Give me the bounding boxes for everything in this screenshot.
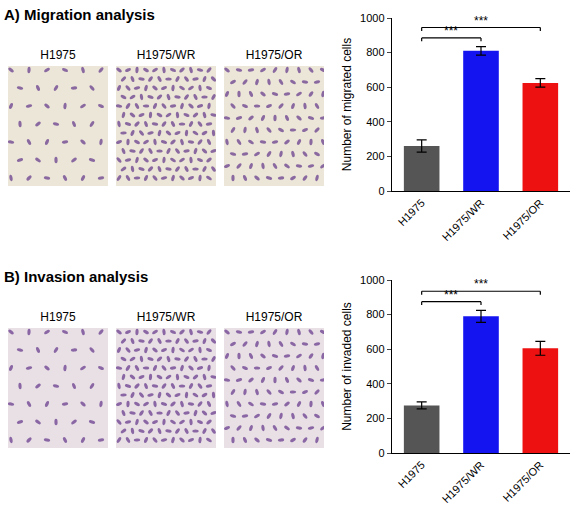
- html-text:A) Migration analysis: A) Migration analysis: [4, 6, 155, 23]
- svg-text:200: 200: [366, 412, 384, 424]
- svg-text:***: ***: [444, 24, 458, 38]
- html-text:H1975/WR: H1975/WR: [136, 48, 196, 62]
- svg-text:Number of invaded cells: Number of invaded cells: [340, 302, 354, 431]
- svg-text:1000: 1000: [360, 12, 384, 24]
- svg-text:H1975/WR: H1975/WR: [440, 459, 487, 506]
- svg-text:600: 600: [366, 81, 384, 93]
- svg-text:H1975: H1975: [396, 459, 427, 490]
- svg-text:800: 800: [366, 308, 384, 320]
- html-text:H1975/WR: H1975/WR: [136, 310, 196, 324]
- svg-text:***: ***: [444, 288, 458, 302]
- html-text:B) Invasion analysis: B) Invasion analysis: [4, 268, 149, 285]
- svg-text:H1975: H1975: [396, 197, 427, 228]
- svg-text:800: 800: [366, 46, 384, 58]
- html-text:H1975/OR: H1975/OR: [245, 48, 303, 62]
- svg-text:H1975/OR: H1975/OR: [500, 459, 545, 504]
- svg-text:1000: 1000: [360, 274, 384, 286]
- svg-text:***: ***: [474, 277, 488, 291]
- svg-text:***: ***: [474, 14, 488, 28]
- svg-text:0: 0: [378, 185, 384, 197]
- svg-text:400: 400: [366, 378, 384, 390]
- svg-text:H1975/WR: H1975/WR: [440, 197, 487, 244]
- svg-text:400: 400: [366, 116, 384, 128]
- svg-text:Number of migrated cells: Number of migrated cells: [340, 38, 354, 171]
- html-text:H1975/OR: H1975/OR: [245, 310, 303, 324]
- svg-text:H1975/OR: H1975/OR: [500, 197, 545, 242]
- html-text:H1975: H1975: [40, 310, 76, 324]
- html-text:H1975: H1975: [40, 48, 76, 62]
- svg-text:200: 200: [366, 150, 384, 162]
- svg-text:0: 0: [378, 447, 384, 459]
- svg-text:600: 600: [366, 343, 384, 355]
